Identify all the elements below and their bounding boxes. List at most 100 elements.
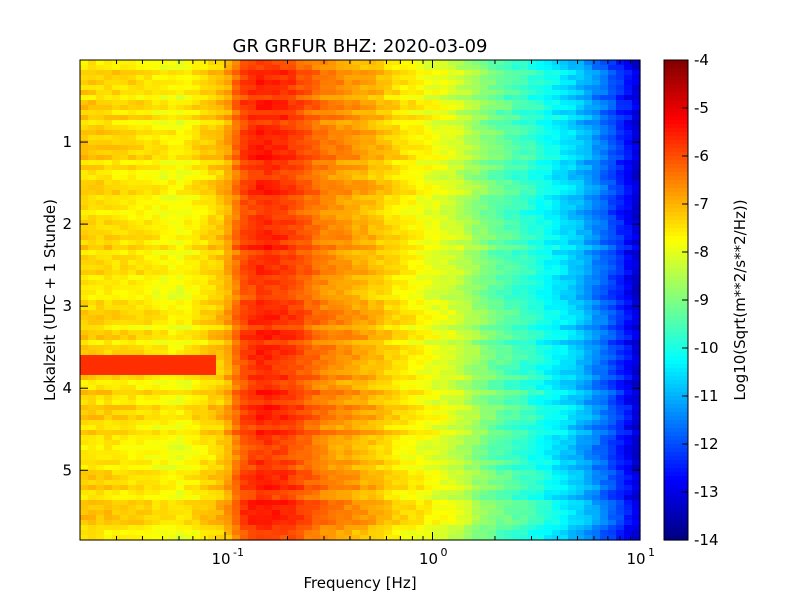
heatmap-cell	[336, 330, 345, 336]
heatmap-cell	[120, 270, 129, 276]
heatmap-cell	[320, 265, 329, 271]
heatmap-cell	[424, 195, 433, 201]
heatmap-cell	[408, 105, 417, 111]
heatmap-cell	[80, 70, 89, 76]
heatmap-cell	[160, 330, 169, 336]
heatmap-cell	[136, 145, 145, 151]
heatmap-cell	[472, 135, 481, 141]
heatmap-cell	[560, 315, 569, 321]
heatmap-cell	[320, 65, 329, 71]
heatmap-cell	[152, 350, 161, 356]
heatmap-cell	[288, 115, 297, 121]
heatmap-cell	[584, 410, 593, 416]
heatmap-cell	[576, 90, 585, 96]
heatmap-cell	[304, 165, 313, 171]
heatmap-cell	[320, 275, 329, 281]
heatmap-cell	[184, 285, 193, 291]
heatmap-cell	[328, 230, 337, 236]
heatmap-cell	[80, 390, 89, 396]
heatmap-cell	[448, 325, 457, 331]
heatmap-cell	[464, 280, 473, 286]
heatmap-cell	[376, 290, 385, 296]
heatmap-cell	[456, 240, 465, 246]
heatmap-cell	[272, 145, 281, 151]
heatmap-cell	[208, 175, 217, 181]
heatmap-cell	[168, 255, 177, 261]
heatmap-cell	[344, 85, 353, 91]
heatmap-cell	[432, 230, 441, 236]
heatmap-cell	[376, 345, 385, 351]
heatmap-cell	[304, 80, 313, 86]
heatmap-cell	[248, 195, 257, 201]
heatmap-cell	[448, 250, 457, 256]
heatmap-cell	[224, 120, 233, 126]
heatmap-cell	[600, 110, 609, 116]
heatmap-cell	[560, 130, 569, 136]
heatmap-cell	[304, 405, 313, 411]
heatmap-cell	[576, 260, 585, 266]
heatmap-cell	[344, 340, 353, 346]
heatmap-cell	[128, 320, 137, 326]
heatmap-cell	[304, 85, 313, 91]
heatmap-cell	[456, 120, 465, 126]
heatmap-cell	[536, 355, 545, 361]
heatmap-cell	[256, 175, 265, 181]
heatmap-cell	[344, 405, 353, 411]
heatmap-cell	[488, 330, 497, 336]
heatmap-cell	[264, 340, 273, 346]
heatmap-cell	[256, 395, 265, 401]
heatmap-cell	[520, 370, 529, 376]
heatmap-cell	[392, 260, 401, 266]
heatmap-cell	[192, 230, 201, 236]
heatmap-cell	[360, 270, 369, 276]
heatmap-cell	[400, 90, 409, 96]
heatmap-cell	[384, 365, 393, 371]
heatmap-cell	[488, 250, 497, 256]
heatmap-cell	[408, 385, 417, 391]
heatmap-cell	[424, 315, 433, 321]
heatmap-cell	[608, 275, 617, 281]
heatmap-cell	[504, 245, 513, 251]
heatmap-cell	[176, 360, 185, 366]
heatmap-cell	[248, 305, 257, 311]
heatmap-cell	[584, 280, 593, 286]
heatmap-cell	[432, 105, 441, 111]
heatmap-cell	[592, 195, 601, 201]
heatmap-cell	[536, 275, 545, 281]
heatmap-cell	[184, 120, 193, 126]
heatmap-cell	[176, 275, 185, 281]
heatmap-cell	[264, 415, 273, 421]
heatmap-cell	[152, 240, 161, 246]
heatmap-cell	[480, 200, 489, 206]
heatmap-cell	[208, 380, 217, 386]
heatmap-cell	[480, 210, 489, 216]
heatmap-cell	[520, 100, 529, 106]
heatmap-cell	[152, 325, 161, 331]
heatmap-cell	[144, 315, 153, 321]
heatmap-cell	[216, 165, 225, 171]
heatmap-cell	[488, 245, 497, 251]
heatmap-cell	[632, 315, 641, 321]
heatmap-cell	[608, 120, 617, 126]
heatmap-cell	[560, 80, 569, 86]
heatmap-cell	[504, 340, 513, 346]
heatmap-cell	[96, 385, 105, 391]
heatmap-cell	[208, 115, 217, 121]
heatmap-cell	[256, 310, 265, 316]
heatmap-cell	[376, 140, 385, 146]
heatmap-cell	[352, 395, 361, 401]
heatmap-cell	[152, 85, 161, 91]
heatmap-cell	[176, 175, 185, 181]
heatmap-cell	[632, 345, 641, 351]
heatmap-cell	[400, 180, 409, 186]
heatmap-cell	[592, 240, 601, 246]
heatmap-cell	[304, 385, 313, 391]
heatmap-cell	[176, 170, 185, 176]
heatmap-cell	[168, 400, 177, 406]
heatmap-cell	[80, 410, 89, 416]
heatmap-cell	[568, 95, 577, 101]
heatmap-cell	[512, 345, 521, 351]
heatmap-cell	[128, 305, 137, 311]
heatmap-cell	[264, 100, 273, 106]
heatmap-cell	[136, 220, 145, 226]
